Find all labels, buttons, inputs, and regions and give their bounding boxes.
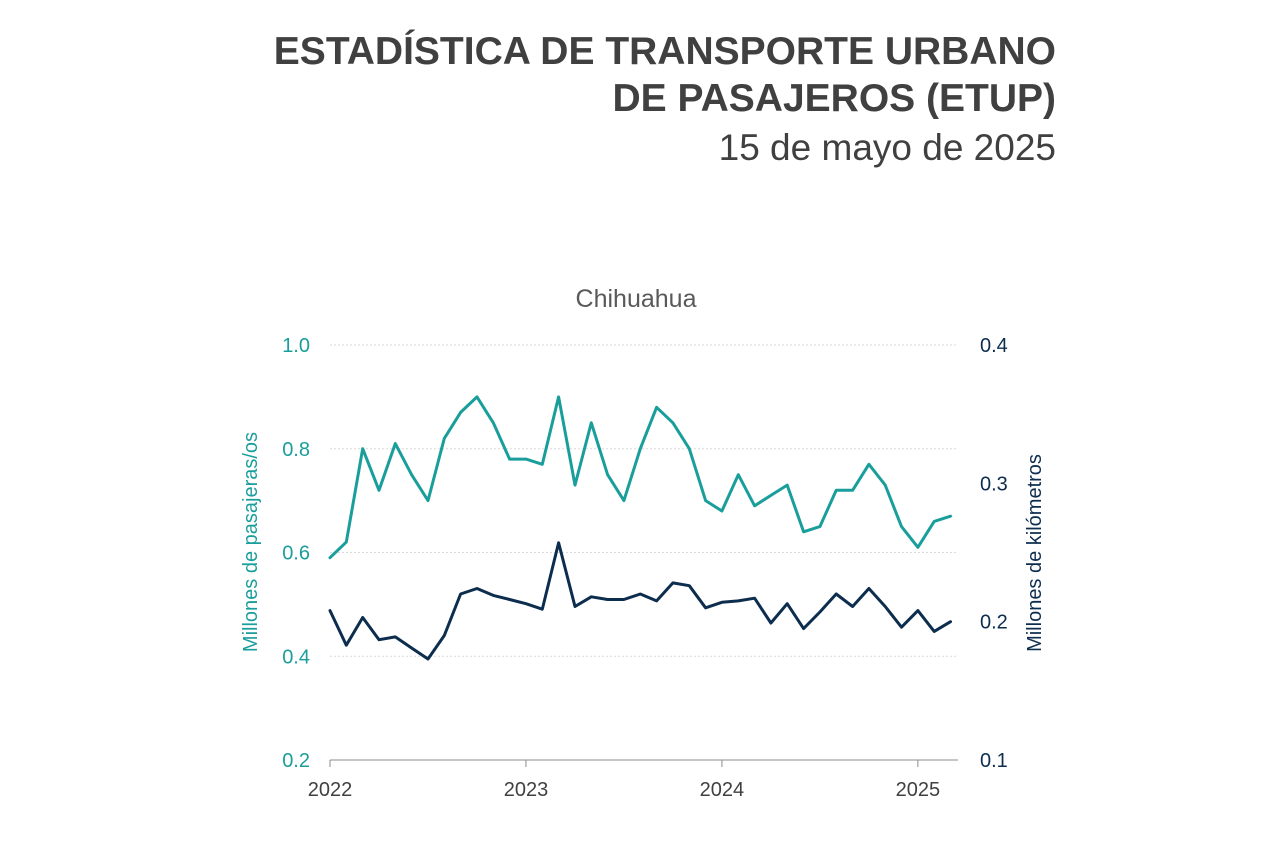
x-tick-label: 2024 <box>700 779 745 801</box>
y-tick-right-label: 0.1 <box>980 750 1008 772</box>
y-axis-left-label: Millones de pasajeras/os <box>240 432 262 652</box>
y-tick-right-label: 0.3 <box>980 473 1008 495</box>
x-tick-label: 2023 <box>504 779 549 801</box>
y-tick-left-label: 0.6 <box>282 543 310 565</box>
report-header: ESTADÍSTICA DE TRANSPORTE URBANO DE PASA… <box>274 28 1056 172</box>
kilometers-series-line <box>328 541 952 661</box>
y-tick-left-label: 1.0 <box>282 335 310 357</box>
report-date: 15 de mayo de 2025 <box>718 127 1056 168</box>
report-title-line-1: ESTADÍSTICA DE TRANSPORTE URBANO <box>273 30 1056 73</box>
grid-lines <box>330 344 958 657</box>
passengers-series-line <box>328 395 952 560</box>
x-tick-label: 2025 <box>896 779 941 801</box>
tick-labels: 1.0 0.8 0.6 0.4 0.2 0.4 0.3 0.2 0.1 2022 2023 2024 2… <box>282 335 1008 801</box>
y-tick-right-label: 0.4 <box>980 335 1008 357</box>
report-title-line-2: DE PASAJEROS (ETUP) <box>612 77 1056 120</box>
series-lines <box>328 395 952 661</box>
y-axis-right-label: Millones de kilómetros <box>1024 454 1046 652</box>
axes <box>329 759 958 767</box>
y-tick-left-label: 0.4 <box>282 646 310 668</box>
x-tick-label: 2022 <box>308 779 353 801</box>
chart-title: Chihuahua <box>576 285 697 313</box>
y-tick-left-label: 0.2 <box>282 750 310 772</box>
y-tick-left-label: 0.8 <box>282 439 310 461</box>
y-tick-right-label: 0.2 <box>980 612 1008 634</box>
